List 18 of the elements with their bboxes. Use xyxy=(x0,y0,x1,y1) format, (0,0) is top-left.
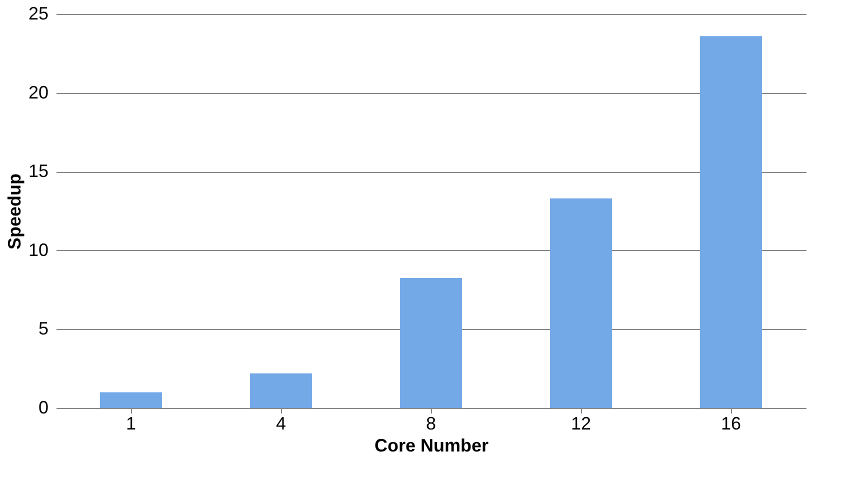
x-tick-label: 12 xyxy=(570,414,592,434)
y-axis-title: Speedup xyxy=(4,173,24,250)
y-tick-label: 25 xyxy=(28,4,48,24)
bar xyxy=(100,392,162,408)
y-tick-label: 10 xyxy=(28,240,48,260)
y-tick-label: 0 xyxy=(38,398,48,418)
bar xyxy=(250,373,312,408)
y-tick-label: 15 xyxy=(28,161,48,182)
bar xyxy=(550,198,612,408)
x-tick-label: 16 xyxy=(720,414,742,434)
bar xyxy=(400,278,462,408)
x-tick-label: 4 xyxy=(276,414,286,434)
x-tick-label: 1 xyxy=(126,414,136,434)
x-axis-title: Core Number xyxy=(374,436,489,456)
y-tick-label: 20 xyxy=(28,82,48,102)
bar xyxy=(700,36,762,408)
y-tick-label: 5 xyxy=(38,318,48,339)
x-tick-label: 8 xyxy=(426,414,436,434)
